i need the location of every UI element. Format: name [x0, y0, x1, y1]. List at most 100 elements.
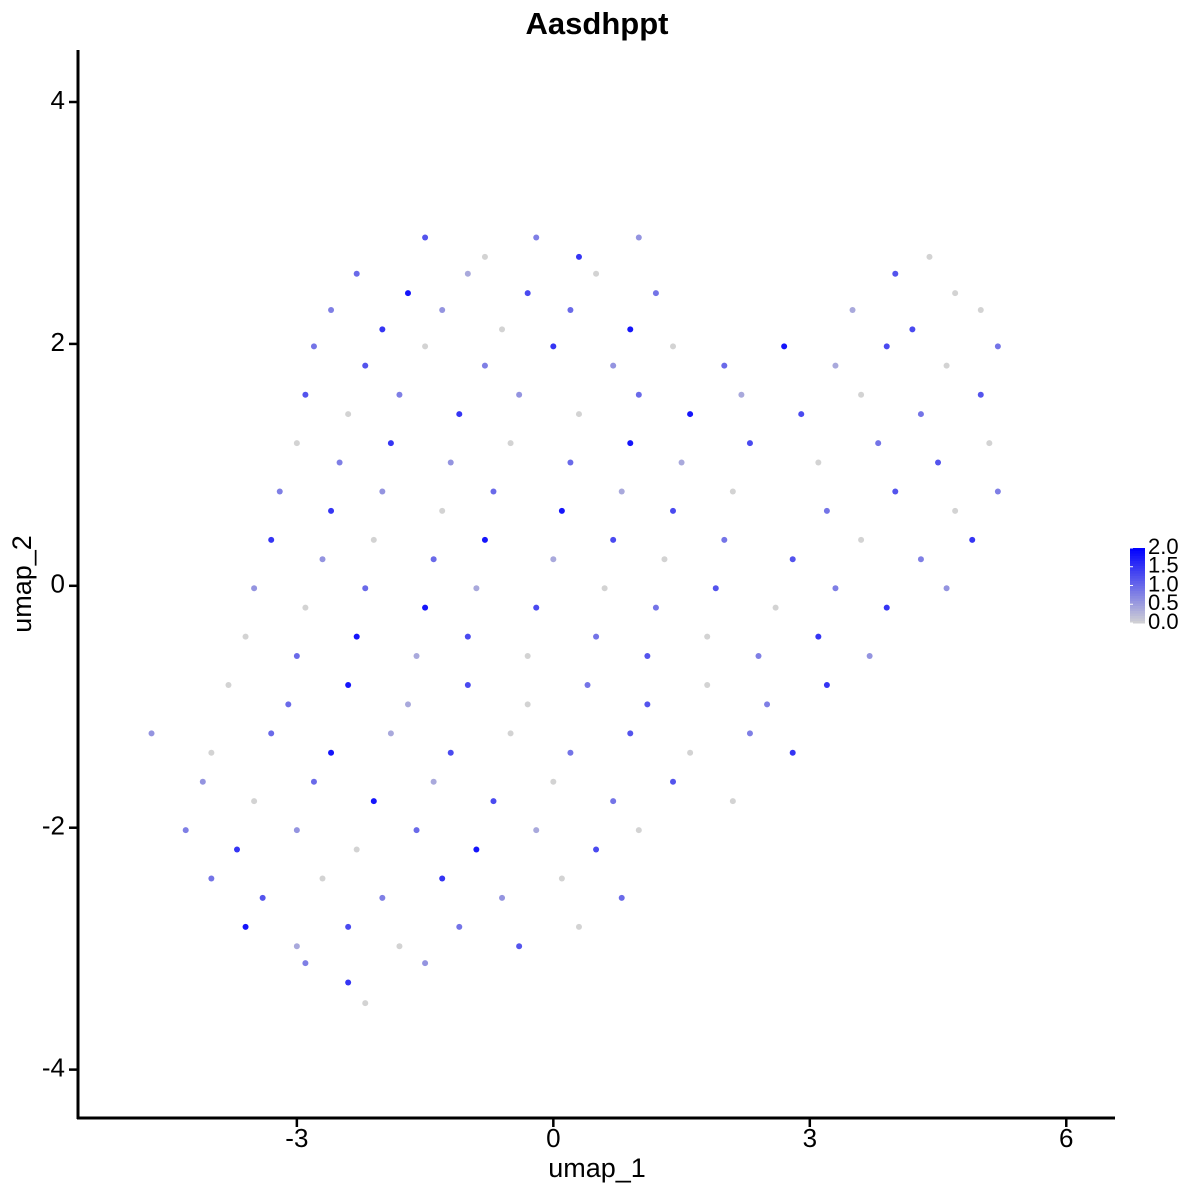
x-tick-label: 3: [803, 1123, 817, 1153]
point: [507, 440, 514, 447]
x-tick-label: -3: [285, 1123, 308, 1153]
colorbar-segment: [1130, 620, 1145, 624]
point: [328, 507, 335, 514]
point: [413, 827, 420, 834]
point: [584, 681, 591, 688]
point: [430, 778, 437, 785]
point: [302, 960, 309, 967]
point: [986, 440, 993, 447]
colorbar-segment: [1130, 613, 1145, 616]
point: [729, 798, 736, 805]
point: [892, 270, 899, 277]
point: [447, 749, 454, 756]
colorbar-segment: [1130, 553, 1145, 556]
colorbar-segment: [1130, 595, 1145, 599]
point: [439, 307, 446, 314]
point: [858, 391, 865, 398]
point: [738, 391, 745, 398]
point: [225, 681, 232, 688]
point: [379, 894, 386, 901]
point: [524, 290, 531, 297]
point: [644, 701, 651, 708]
point: [396, 943, 403, 950]
point: [558, 507, 565, 514]
point: [499, 326, 506, 333]
colorbar-segment: [1130, 603, 1145, 606]
point: [661, 556, 668, 563]
point: [533, 827, 540, 834]
point: [293, 943, 300, 950]
colorbar-segment: [1130, 570, 1145, 574]
point: [362, 585, 369, 592]
point: [917, 411, 924, 418]
point: [353, 270, 360, 277]
y-tick-label: 4: [51, 85, 65, 115]
colorbar-label: 0.5: [1148, 590, 1179, 615]
point: [601, 585, 608, 592]
colorbar-segment: [1130, 550, 1145, 554]
colorbar-segment: [1130, 615, 1145, 619]
point: [319, 556, 326, 563]
point: [550, 556, 557, 563]
point: [345, 923, 352, 930]
y-tick-label: -4: [42, 1052, 65, 1082]
point: [302, 604, 309, 611]
point: [627, 326, 634, 333]
point: [413, 652, 420, 659]
point: [285, 701, 292, 708]
point: [635, 234, 642, 241]
point: [234, 846, 241, 853]
x-tick-label: 0: [546, 1123, 560, 1153]
point: [533, 604, 540, 611]
point: [422, 960, 429, 967]
point: [293, 652, 300, 659]
point: [490, 798, 497, 805]
colorbar-segment: [1130, 560, 1145, 564]
colorbar-segment: [1130, 555, 1145, 559]
point: [507, 730, 514, 737]
point: [524, 701, 531, 708]
point: [575, 411, 582, 418]
point: [789, 556, 796, 563]
colorbar-segment: [1130, 593, 1145, 596]
point: [268, 730, 275, 737]
point: [251, 585, 258, 592]
point: [353, 846, 360, 853]
chart-title: Aasdhppt: [526, 6, 669, 41]
colorbar-segment: [1130, 575, 1145, 579]
point: [943, 362, 950, 369]
point: [618, 488, 625, 495]
point: [345, 979, 352, 986]
point: [687, 411, 694, 418]
point: [687, 749, 694, 756]
colorbar-segment: [1130, 598, 1145, 601]
point: [849, 307, 856, 314]
point: [404, 701, 411, 708]
colorbar-segment: [1130, 568, 1145, 571]
point: [473, 585, 480, 592]
colorbar-label: 1.0: [1148, 571, 1179, 596]
point: [610, 536, 617, 543]
point: [404, 290, 411, 297]
colorbar-segment: [1130, 558, 1145, 561]
point: [644, 652, 651, 659]
point: [610, 798, 617, 805]
point: [473, 846, 480, 853]
point: [670, 343, 677, 350]
point: [994, 343, 1001, 350]
point: [729, 488, 736, 495]
colorbar-segment: [1130, 583, 1145, 586]
point: [977, 307, 984, 314]
point: [593, 846, 600, 853]
point: [704, 633, 711, 640]
point: [593, 633, 600, 640]
point: [917, 556, 924, 563]
point: [499, 894, 506, 901]
colorbar-segment: [1130, 610, 1145, 614]
point: [823, 681, 830, 688]
colorbar-segment: [1130, 573, 1145, 576]
point: [362, 1000, 369, 1007]
x-tick-label: 6: [1059, 1123, 1073, 1153]
y-tick-label: 2: [51, 327, 65, 357]
point: [678, 459, 685, 466]
